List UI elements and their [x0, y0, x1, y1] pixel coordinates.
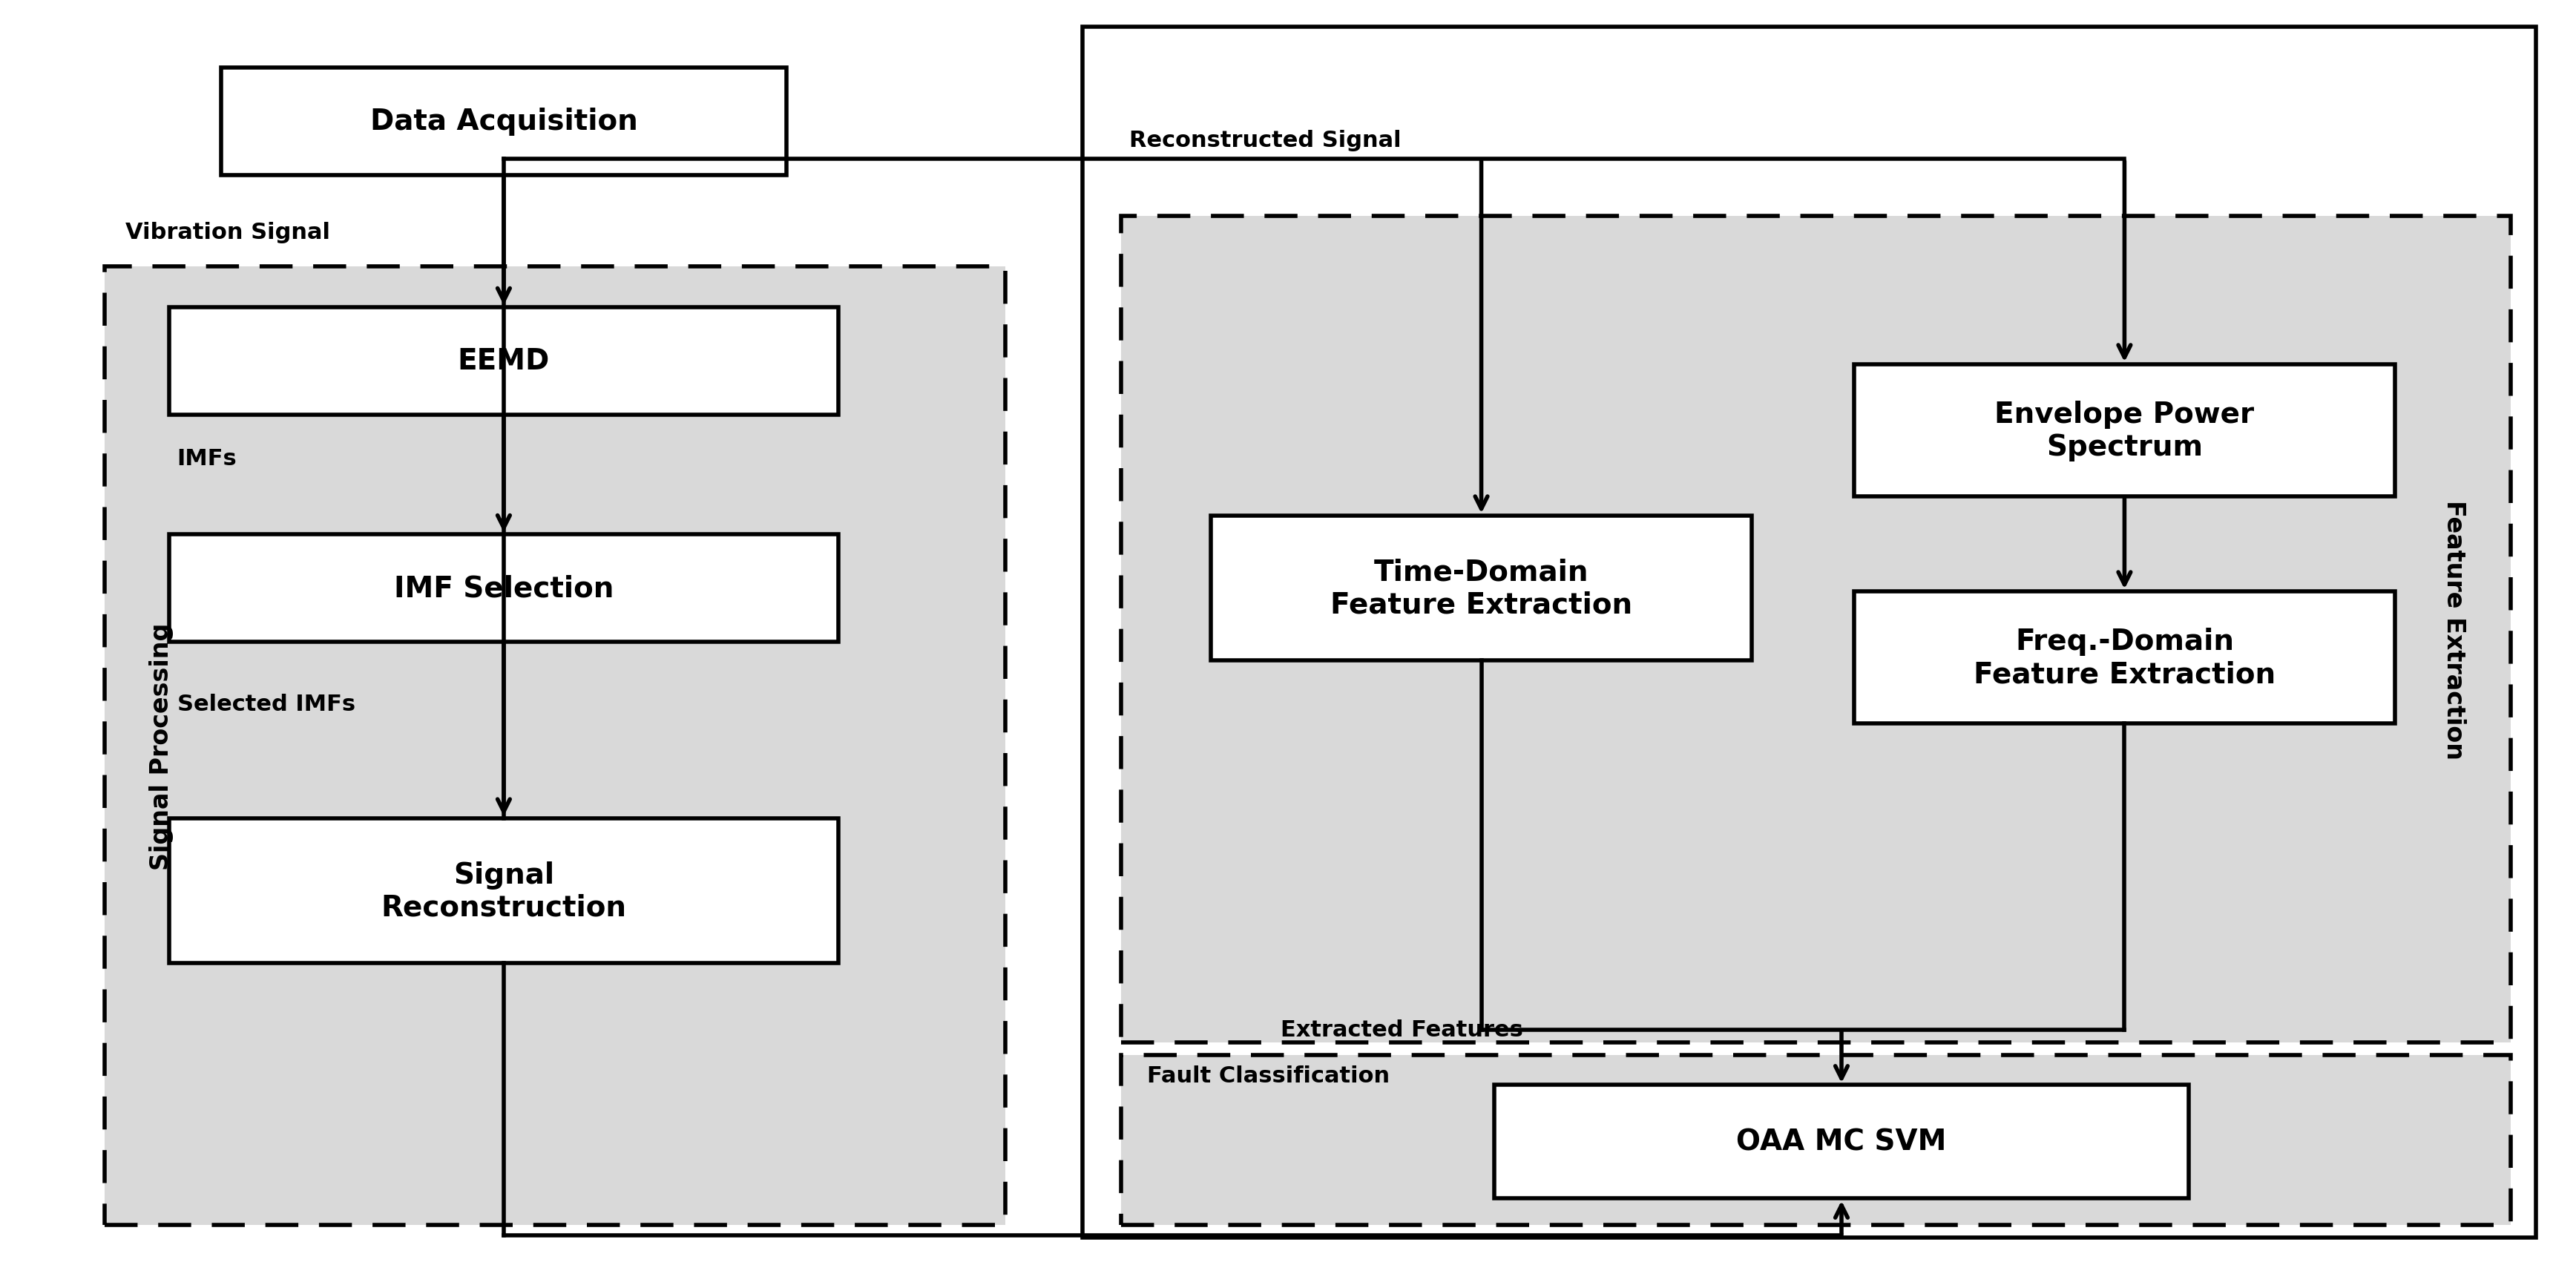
Bar [1211, 516, 1752, 660]
Text: Signal
Reconstruction: Signal Reconstruction [381, 860, 626, 921]
Text: Data Acquisition: Data Acquisition [371, 108, 636, 135]
Text: OAA MC SVM: OAA MC SVM [1736, 1128, 1945, 1156]
Text: EEMD: EEMD [459, 348, 549, 376]
Text: IMF Selection: IMF Selection [394, 574, 613, 602]
Bar [1855, 364, 2393, 497]
Text: Extracted Features: Extracted Features [1280, 1018, 1522, 1040]
Text: Signal Processing: Signal Processing [149, 622, 173, 869]
Bar [1121, 1055, 2509, 1225]
Bar [222, 68, 786, 176]
Text: IMFs: IMFs [178, 448, 237, 469]
Bar [106, 267, 1005, 1225]
Bar [1494, 1085, 2187, 1199]
Text: Freq.-Domain
Feature Extraction: Freq.-Domain Feature Extraction [1973, 627, 2275, 688]
Bar [170, 818, 837, 964]
Text: Time-Domain
Feature Extraction: Time-Domain Feature Extraction [1329, 558, 1631, 619]
Text: Vibration Signal: Vibration Signal [126, 223, 330, 244]
Text: Reconstructed Signal: Reconstructed Signal [1128, 130, 1401, 152]
Text: Envelope Power
Spectrum: Envelope Power Spectrum [1994, 400, 2254, 462]
Text: Feature Extraction: Feature Extraction [2442, 500, 2465, 759]
Text: Selected IMFs: Selected IMFs [178, 693, 355, 715]
Bar [1121, 216, 2509, 1042]
Bar [170, 307, 837, 415]
Bar [170, 535, 837, 641]
Text: Fault Classification: Fault Classification [1146, 1065, 1388, 1087]
Bar [1082, 28, 2535, 1237]
Bar [1855, 592, 2393, 724]
